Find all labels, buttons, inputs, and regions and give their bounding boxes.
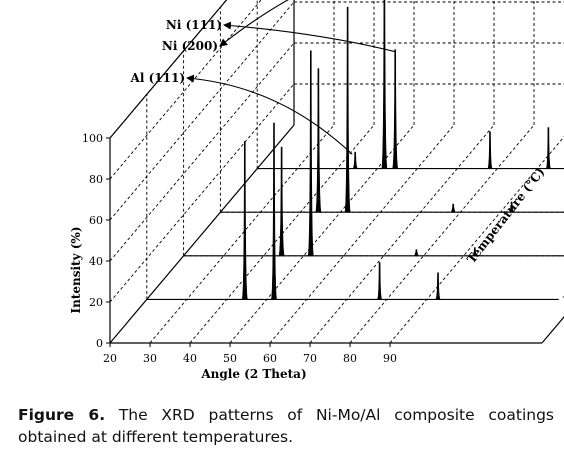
peak-mark [352,151,359,169]
series-group: T=25 T=40T=50T=60 [146,0,564,306]
peak-mark [270,122,278,300]
x-tick-label: 80 [343,352,357,365]
annotation-arrow [223,21,396,53]
x-tick-label: 70 [303,352,317,365]
x-tick-label: 50 [223,352,237,365]
annotation-label: Ni (200) [162,39,218,53]
y-tick-label: 0 [96,337,103,350]
y-tick-label: 100 [82,132,103,145]
floor-grid-line [189,124,375,344]
annotation-label: Ni (111) [166,18,222,32]
annotations: Ni (111) Ni (200) Al (111) [130,0,396,155]
series-label: T=25 [563,296,564,306]
series-t-60: T=60 [257,0,564,170]
xrd-3d-chart: T=25T=40T=50T=60 20304050607080900204060… [69,0,564,381]
annotation: Ni (200) [162,0,289,53]
peak-mark [450,203,457,213]
floor-grid-line [149,124,335,344]
peak-mark [314,68,322,213]
caption-label: Figure 6. [18,406,106,424]
y-tick-label: 80 [89,173,103,186]
x-tick-label: 60 [263,352,277,365]
floor-grid-line [309,124,495,344]
peak-mark [545,127,552,169]
series-t-40: T=40 [183,50,564,257]
y-tick-label: 40 [89,255,103,268]
floor-grid-line [389,136,564,344]
axis-edge [109,0,228,139]
wall-grid-line [109,1,295,221]
peak-mark [278,146,286,257]
series-t-50: T=50 [220,6,564,213]
peak-mark [380,0,388,169]
peak-mark [376,262,383,300]
annotation: Ni (111) [166,18,396,53]
y-tick-label: 20 [89,296,103,309]
peak-mark [487,131,493,169]
x-axis-label: Angle (2 Theta) [200,367,306,381]
annotation-label: Al (111) [130,71,185,85]
peak-mark [508,201,515,213]
figure-caption: Figure 6. The XRD patterns of Ni-Mo/Al c… [18,404,554,448]
axis-edge [541,316,564,344]
x-tick-label: 40 [183,352,197,365]
x-tick-label: 90 [383,352,397,365]
annotation-arrow [219,0,289,47]
floor-grid-line [349,124,535,344]
y-tick-label: 60 [89,214,103,227]
x-tick-label: 30 [143,352,157,365]
annotation: Al (111) [130,71,353,155]
peak-mark [435,272,441,300]
series-t-25: T=25 [146,122,564,306]
peak-mark [344,6,352,213]
annotation-arrow [186,74,353,155]
x-tick-label: 20 [103,352,117,365]
floor-grid-line [269,124,455,344]
caption-text: The XRD patterns of Ni-Mo/Al composite c… [18,406,554,446]
axis-edge [109,124,295,344]
wall-grid-line [109,42,295,262]
peak-mark [307,50,315,257]
y-axis-label: Intensity (%) [69,226,83,313]
peak-mark [391,49,399,169]
peak-mark [413,249,420,257]
z-axis-label: Temperature (°C) [464,165,547,266]
peak-mark [471,247,478,257]
wall-grid-line [109,83,295,303]
peak-mark [241,141,249,300]
axes [106,0,564,347]
